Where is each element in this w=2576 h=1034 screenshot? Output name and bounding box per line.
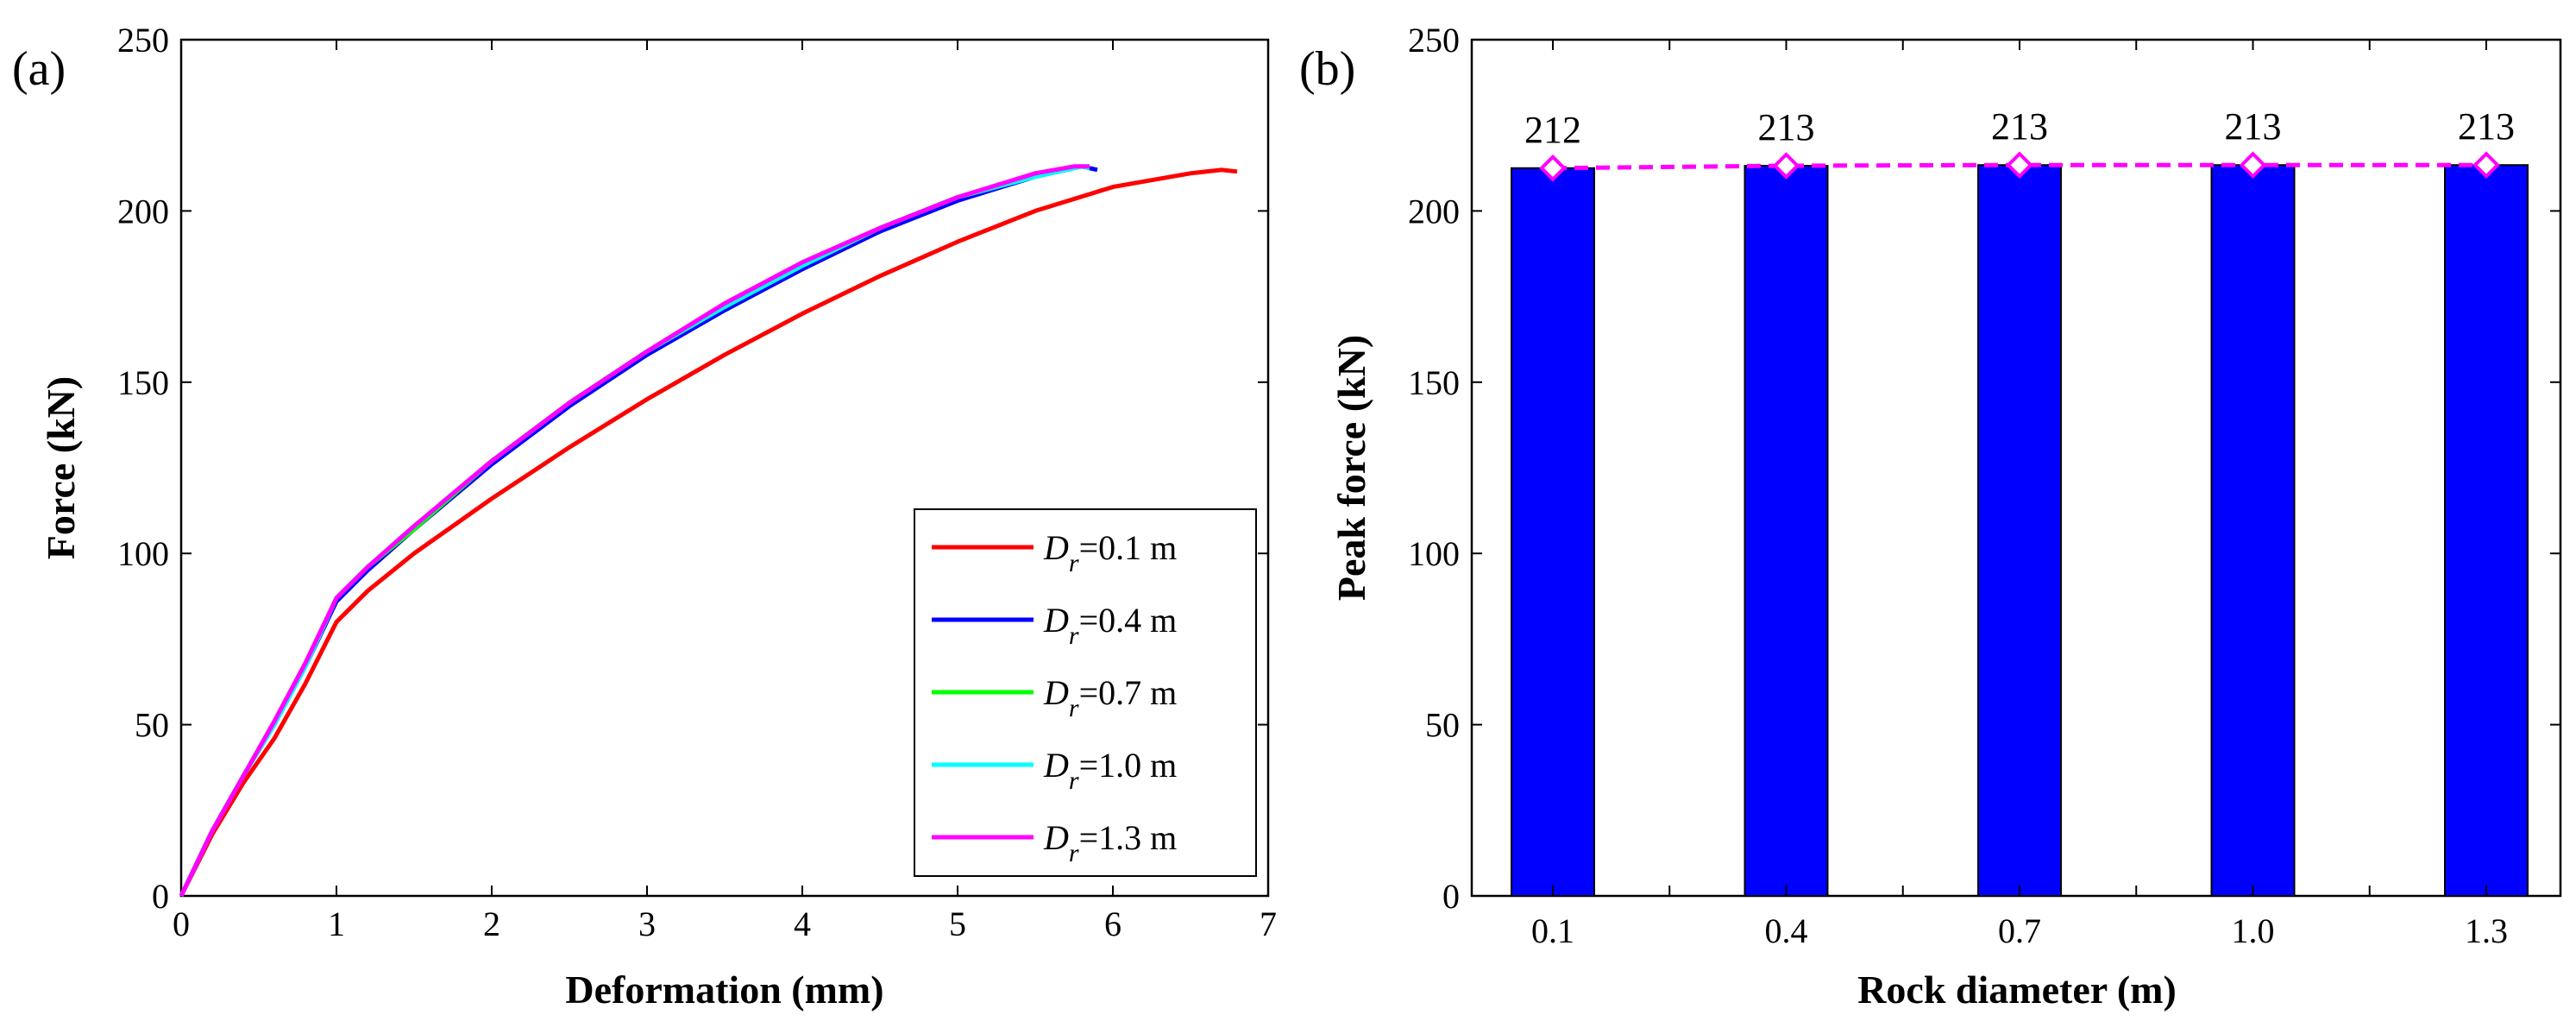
peak-diamond-marker — [1772, 152, 1800, 180]
legend-entry: Dr=0.7 m — [1043, 673, 1177, 722]
peak-diamond-marker — [1539, 154, 1567, 182]
bar — [1744, 165, 1829, 897]
chart-a-ticks: 0 1 2 3 4 5 6 7 0 50 100 150 200 250 — [117, 21, 1277, 943]
chart-b-y-axis-label: Peak force (kN) — [1329, 335, 1373, 601]
bar-value-label: 213 — [1758, 106, 1815, 148]
y-tick-label: 50 — [1425, 706, 1460, 745]
x-tick-label: 6 — [1104, 905, 1122, 943]
legend-entry: Dr=1.3 m — [1043, 818, 1177, 867]
peak-diamond-marker — [2006, 151, 2033, 180]
chart-b-x-axis-label: Rock diameter (m) — [1857, 968, 2177, 1012]
y-tick-label: 200 — [1408, 192, 1460, 230]
chart-a-x-axis-label: Deformation (mm) — [565, 968, 883, 1012]
x-tick-label: 1.3 — [2465, 911, 2508, 950]
x-tick-label: 1 — [328, 905, 345, 943]
x-tick-label: 7 — [1260, 905, 1277, 943]
bar — [1511, 167, 1595, 898]
x-tick-label: 5 — [949, 905, 966, 943]
y-tick-label: 150 — [117, 363, 169, 402]
x-tick-label: 0 — [173, 905, 190, 943]
x-tick-label: 0.4 — [1765, 911, 1808, 950]
bar-value-label: 212 — [1524, 109, 1581, 151]
bar-value-label: 213 — [1991, 105, 2048, 148]
bar-value-label: 213 — [2458, 105, 2515, 148]
y-tick-label: 250 — [1408, 21, 1460, 60]
chart-a-legend: Dr=0.1 m Dr=0.4 m Dr=0.7 m Dr=1.0 m Dr=1.3 m — [914, 508, 1257, 877]
peak-diamond-marker — [2239, 151, 2267, 180]
legend-entry: Dr=1.0 m — [1043, 746, 1177, 795]
series-line — [179, 167, 1238, 898]
peak-dashed-line — [1552, 162, 2486, 171]
chart-a-series — [179, 164, 1238, 898]
x-tick-label: 4 — [794, 905, 811, 943]
x-tick-label: 2 — [483, 905, 500, 943]
series-line — [179, 164, 1090, 898]
chart-a-y-axis-label: Force (kN) — [39, 376, 83, 559]
legend-entry: Dr=0.4 m — [1043, 601, 1177, 650]
bar — [2210, 164, 2296, 897]
panel-a-label: (a) — [12, 42, 66, 96]
x-tick-label: 0.1 — [1531, 911, 1574, 950]
chart-b-value-labels: 212 213 213 213 213 — [1524, 105, 2515, 151]
chart-a: (a) 0 1 2 3 4 5 6 7 0 50 100 150 200 250 Deformation … — [12, 21, 1277, 1012]
x-tick-label: 0.7 — [1998, 911, 2041, 950]
peak-diamond-marker — [2472, 151, 2500, 180]
panel-b-label: (b) — [1299, 42, 1355, 96]
y-tick-label: 150 — [1408, 363, 1460, 402]
bar — [1977, 164, 2062, 897]
chart-b-ticks: 0 50 100 150 200 250 0.1 0.4 0.7 1.0 1.3 — [1408, 21, 2560, 950]
x-tick-label: 3 — [638, 905, 656, 943]
y-tick-label: 0 — [152, 877, 169, 916]
y-tick-label: 100 — [117, 534, 169, 573]
x-tick-label: 1.0 — [2232, 911, 2275, 950]
y-tick-label: 200 — [117, 192, 169, 230]
y-tick-label: 0 — [1442, 877, 1460, 916]
chart-b-peak-line — [1539, 151, 2500, 182]
bar-value-label: 213 — [2225, 105, 2282, 148]
y-tick-label: 100 — [1408, 534, 1460, 573]
legend-entry: Dr=0.1 m — [1043, 528, 1177, 577]
y-tick-label: 50 — [135, 706, 169, 745]
y-tick-label: 250 — [117, 21, 169, 60]
bar — [2444, 164, 2529, 897]
